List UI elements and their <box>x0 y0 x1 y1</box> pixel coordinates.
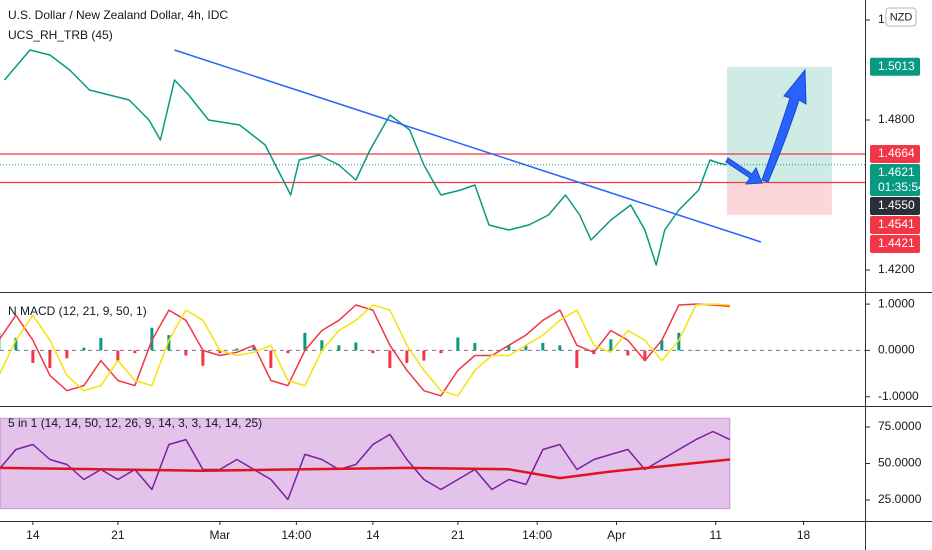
price-label-bg <box>870 216 920 234</box>
histogram-bar <box>99 337 103 351</box>
histogram-bar <box>677 332 681 351</box>
x-tick-label: 18 <box>797 528 811 542</box>
histogram-bar <box>507 345 511 351</box>
histogram-bar <box>541 343 545 351</box>
x-tick-label: 11 <box>709 528 722 542</box>
histogram-bar <box>354 342 358 351</box>
histogram-bar <box>82 347 86 351</box>
histogram-bar <box>439 350 443 354</box>
histogram-bar <box>388 350 392 369</box>
histogram-bar <box>218 350 222 354</box>
plot-layer: 1421Mar14:00142114:00Apr11181.52001.4800… <box>0 12 925 542</box>
price-label-bg <box>870 57 920 76</box>
histogram-bar <box>660 340 664 351</box>
histogram-bar <box>711 350 715 351</box>
oscillator-label: 5 in 1 (14, 14, 50, 12, 26, 9, 14, 3, 3,… <box>8 416 262 430</box>
y-tick-label: 50.0000 <box>878 456 922 470</box>
y-tick-label: 1.4200 <box>878 262 915 276</box>
histogram-bar <box>303 332 307 351</box>
x-tick-label: 14 <box>26 528 40 542</box>
histogram-bar <box>65 350 69 359</box>
series-line <box>0 303 730 397</box>
x-tick-label: 21 <box>451 528 465 542</box>
y-tick-label: 0.0000 <box>878 343 915 357</box>
indicator-label: UCS_RH_TRB (45) <box>8 28 113 42</box>
histogram-bar <box>694 349 698 351</box>
histogram-bar <box>575 350 579 369</box>
x-tick-label: 14 <box>366 528 380 542</box>
price-label: 1.4621 <box>878 165 915 179</box>
histogram-bar <box>184 350 188 356</box>
macd-label: N MACD (12, 21, 9, 50, 1) <box>8 304 147 318</box>
price-label: 1.4550 <box>878 198 915 212</box>
price-label-bg <box>870 235 920 253</box>
histogram-bar <box>337 345 341 351</box>
histogram-bar <box>252 346 256 351</box>
price-label: 1.4541 <box>878 217 915 231</box>
price-label: 1.5013 <box>878 59 915 73</box>
x-tick-label: 14:00 <box>281 528 311 542</box>
histogram-bar <box>286 350 290 354</box>
y-tick-label: 25.0000 <box>878 492 922 506</box>
histogram-bar <box>235 348 239 351</box>
countdown: 01:35:54 <box>878 180 925 194</box>
currency-badge[interactable] <box>885 7 917 27</box>
histogram-bar <box>31 350 35 363</box>
y-tick-label: 1.4800 <box>878 112 915 126</box>
price-label-bg <box>870 164 920 196</box>
histogram-bar <box>167 335 171 351</box>
price-label: 1.4664 <box>878 146 915 160</box>
arrow-up <box>761 68 807 183</box>
histogram-bar <box>728 350 732 352</box>
histogram-bar <box>609 339 613 351</box>
histogram-bar <box>320 340 324 351</box>
chart-title: U.S. Dollar / New Zealand Dollar, 4h, ID… <box>8 8 228 22</box>
x-tick-label: Apr <box>607 528 626 542</box>
price-label-bg <box>870 197 920 215</box>
y-tick-label: -1.0000 <box>878 389 919 403</box>
band <box>0 417 731 510</box>
series-line <box>174 49 762 243</box>
histogram-bar <box>14 337 18 351</box>
x-tick-label: 21 <box>111 528 125 542</box>
x-tick-label: Mar <box>210 528 231 542</box>
currency-label: NZD <box>890 11 913 23</box>
histogram-bar <box>201 350 205 366</box>
series-line <box>3 49 728 266</box>
histogram-bar <box>269 350 273 369</box>
series-line <box>0 303 730 397</box>
y-tick-label: 1.0000 <box>878 296 915 310</box>
histogram-bar <box>422 350 426 361</box>
price-label: 1.4421 <box>878 236 915 250</box>
histogram-bar <box>456 337 460 351</box>
histogram-bar <box>524 345 528 351</box>
histogram-bar <box>405 350 409 363</box>
histogram-bar <box>558 345 562 351</box>
x-tick-label: 14:00 <box>522 528 552 542</box>
arrow-down <box>725 157 763 185</box>
histogram-bar <box>48 350 52 369</box>
y-tick-label: 75.0000 <box>878 419 922 433</box>
histogram-bar <box>133 350 137 354</box>
histogram-bar <box>643 350 647 361</box>
histogram-bar <box>371 350 375 354</box>
series-line <box>0 430 731 501</box>
target-box <box>727 66 832 183</box>
histogram-bar <box>116 350 120 361</box>
histogram-bar <box>490 350 494 351</box>
price-label-bg <box>870 145 920 163</box>
histogram-bar <box>473 343 477 351</box>
histogram-bar <box>626 350 630 356</box>
stop-box <box>727 182 832 215</box>
series-line <box>0 458 731 480</box>
